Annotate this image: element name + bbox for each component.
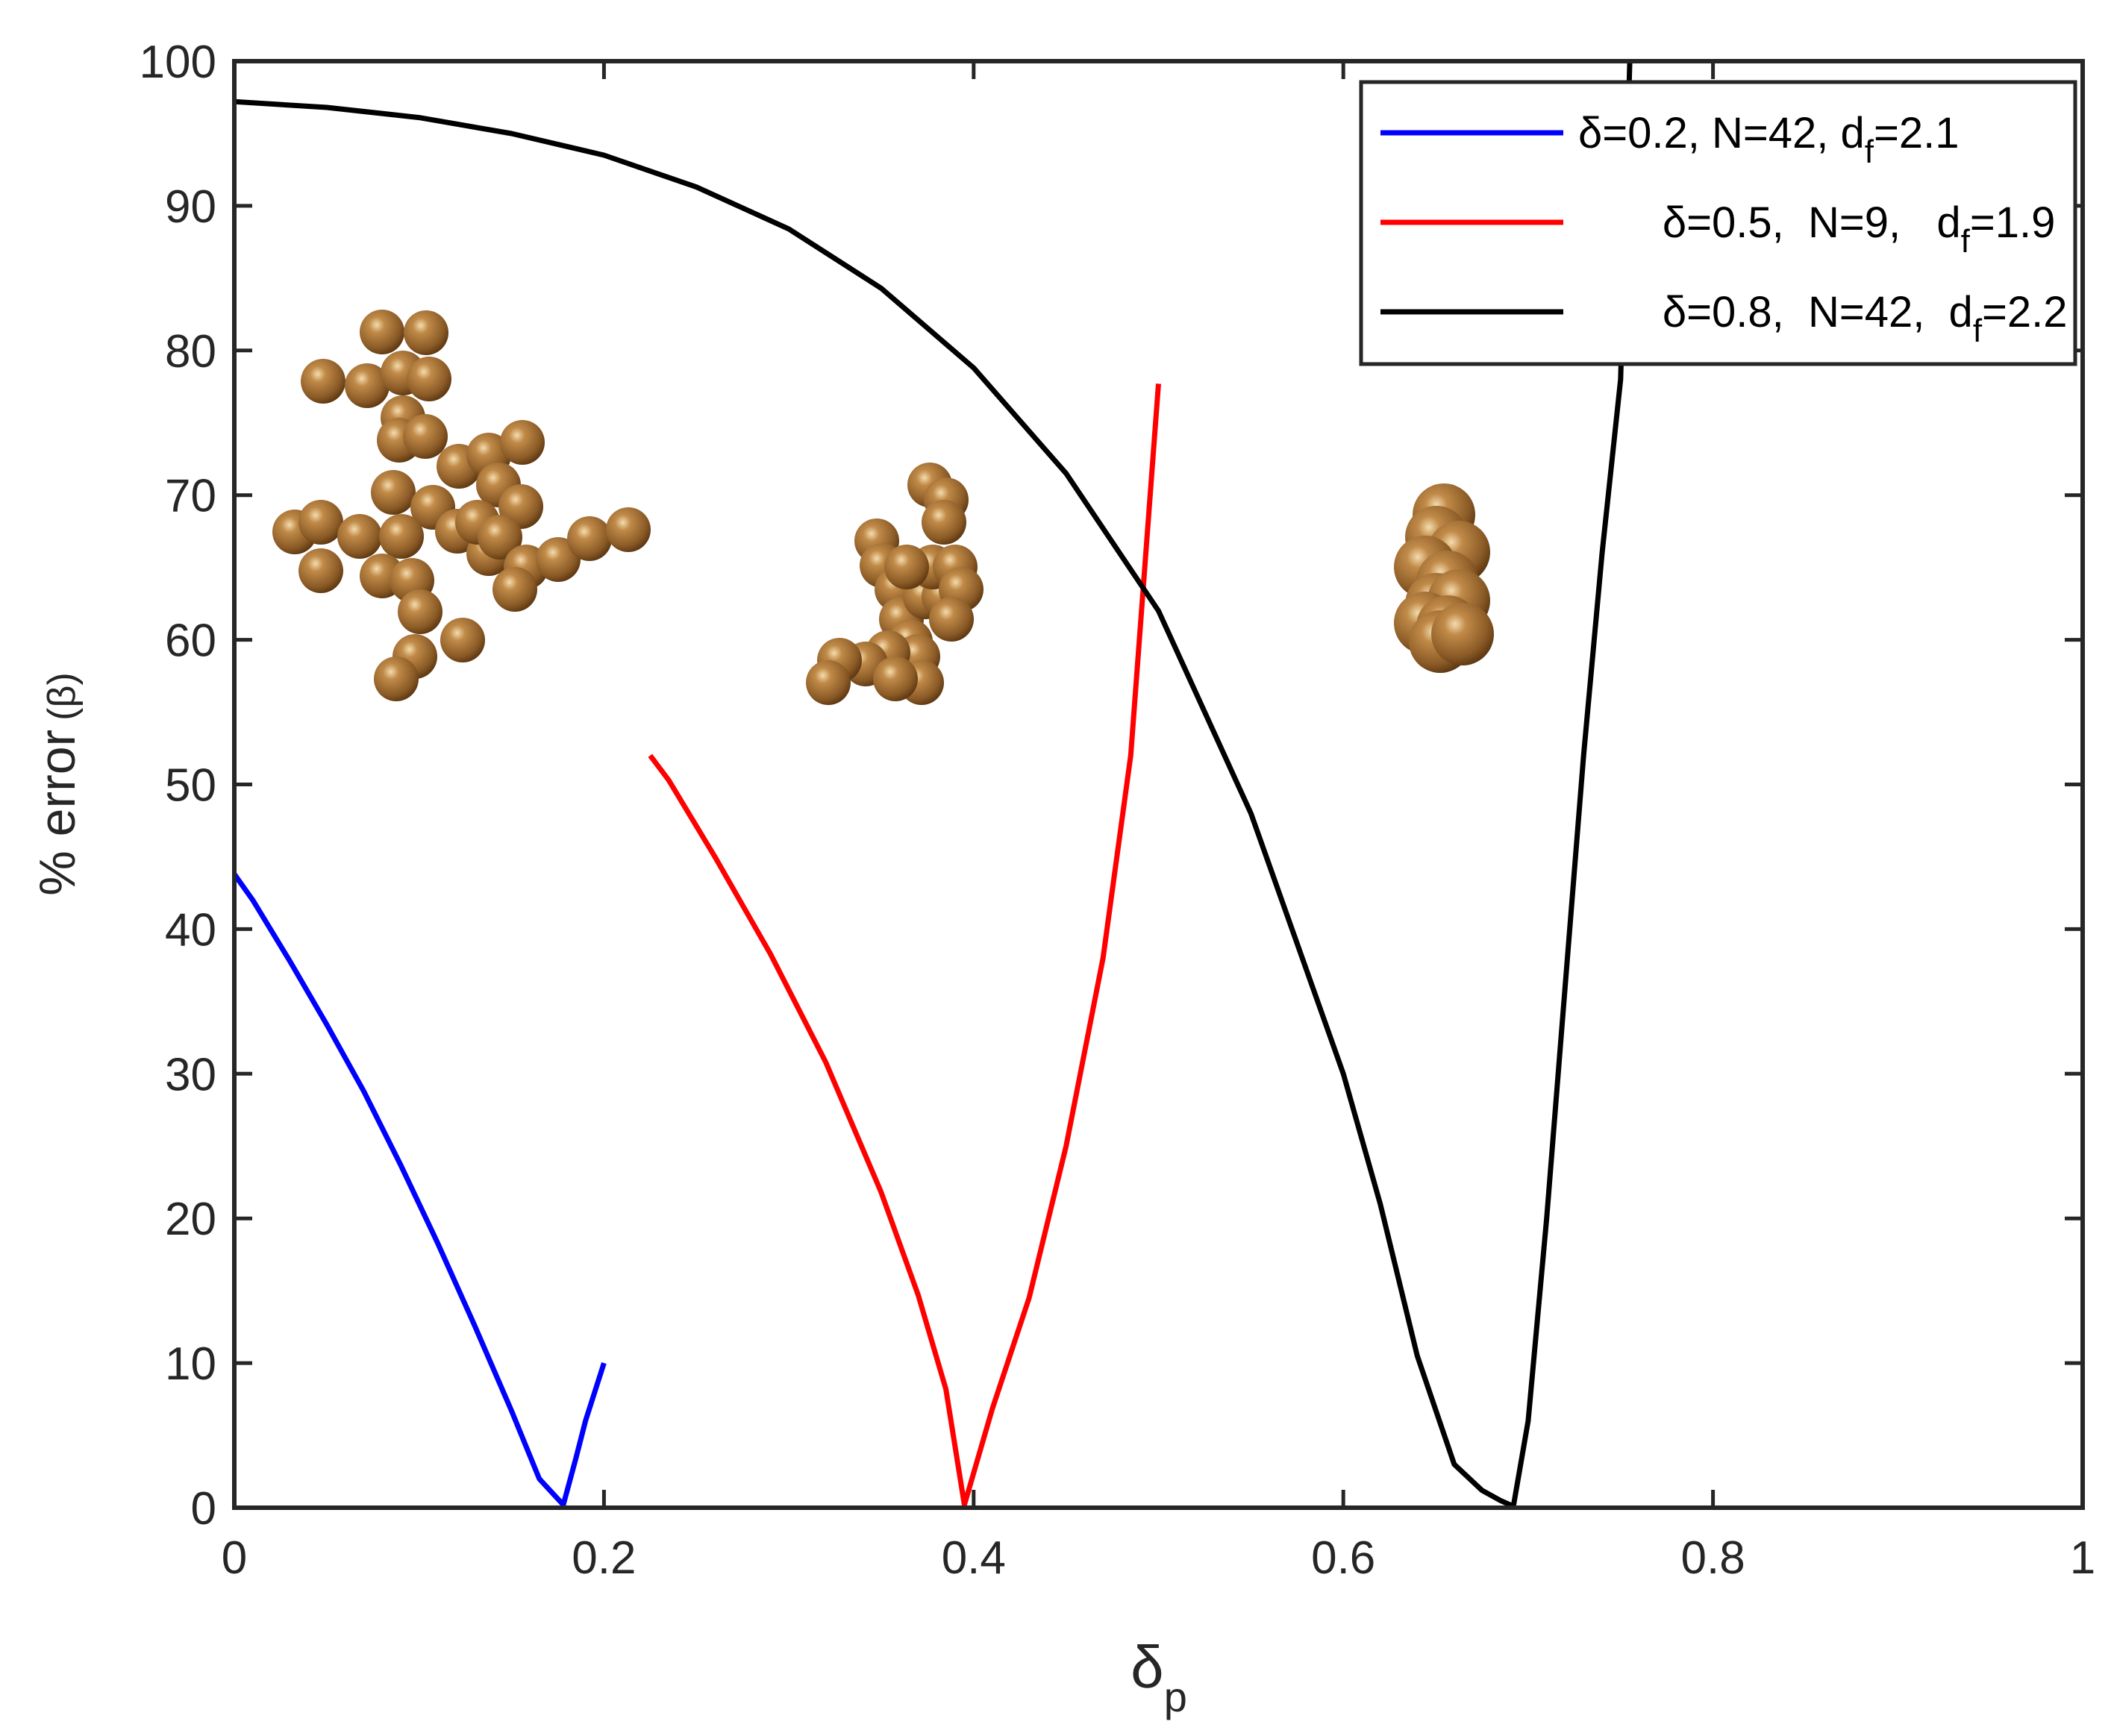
y-axis-title: % error (β) xyxy=(29,672,86,895)
aggregate-open-particle-1 xyxy=(404,310,448,355)
aggregate-dense xyxy=(1394,483,1494,673)
y-tick-label-6: 60 xyxy=(165,615,216,667)
legend-label-0-prefix: δ=0.2, N=42, d xyxy=(1578,109,1865,157)
y-tick-label-8: 80 xyxy=(165,326,216,377)
x-tick-label-3: 0.6 xyxy=(1311,1532,1375,1584)
aggregate-compact-particle-14 xyxy=(929,597,974,642)
legend-label-0-suffix: =2.1 xyxy=(1874,109,1960,157)
aggregate-open-particle-22 xyxy=(298,548,343,593)
legend-label-1: δ=0.5, N=9, df=1.9 xyxy=(1578,198,2114,260)
legend: δ=0.2, N=42, df=2.1 δ=0.5, N=9, df=1.9 δ… xyxy=(1359,80,2114,366)
aggregate-compact-particle-2 xyxy=(922,500,966,545)
aggregate-compact-particle-19 xyxy=(806,660,851,705)
aggregate-open-particle-3 xyxy=(345,363,390,408)
x-tick-label-1: 0.2 xyxy=(572,1532,636,1584)
aggregate-compact xyxy=(806,463,983,705)
aggregate-dense-particle-10 xyxy=(1431,603,1494,665)
aggregate-open-particle-25 xyxy=(398,589,442,634)
aggregate-open-particle-5 xyxy=(407,357,451,401)
legend-label-2: δ=0.8, N=42, df=2.2 xyxy=(1578,288,2114,349)
y-tick-labels: 0 10 20 30 40 50 60 70 80 90 100 xyxy=(140,37,216,1535)
legend-label-0-sub: f xyxy=(1865,134,1874,170)
tick-marks xyxy=(232,59,2085,1510)
series-line-1 xyxy=(648,383,1161,1508)
y-axis-title-main: % error xyxy=(29,730,86,896)
legend-label-2-suffix: =2.2 xyxy=(1982,288,2068,336)
y-tick-label-3: 30 xyxy=(165,1049,216,1100)
y-axis-title-paren: (β) xyxy=(40,672,84,721)
aggregate-open-particle-13 xyxy=(500,420,545,465)
aggregate-open-particle-8 xyxy=(403,414,448,459)
legend-label-1-suffix: =1.9 xyxy=(1970,198,2056,247)
legend-label-1-prefix: δ=0.5, N=9, d xyxy=(1663,198,1961,247)
aggregate-images xyxy=(272,310,1494,705)
x-tick-label-2: 0.4 xyxy=(942,1532,1006,1584)
aggregate-open-particle-20 xyxy=(337,514,382,559)
aggregate-open-particle-0 xyxy=(360,310,404,354)
legend-label-2-sub: f xyxy=(1973,313,1983,349)
x-axis-title: δp xyxy=(1131,1634,1187,1720)
aggregate-open-particle-27 xyxy=(478,515,522,560)
y-tick-label-0: 0 xyxy=(191,1483,216,1535)
x-axis-title-main: δ xyxy=(1131,1634,1164,1700)
aggregate-open-particle-35 xyxy=(374,657,419,701)
aggregate-open-particle-21 xyxy=(379,514,424,559)
legend-label-2-prefix: δ=0.8, N=42, d xyxy=(1663,288,1973,336)
x-tick-labels: 0 0.2 0.4 0.6 0.8 1 xyxy=(222,1532,2095,1584)
aggregate-compact-particle-21 xyxy=(873,657,918,701)
y-tick-label-7: 70 xyxy=(165,471,216,522)
aggregate-open-particle-29 xyxy=(492,567,537,612)
aggregate-open-particle-33 xyxy=(440,618,485,662)
series-line-2 xyxy=(234,61,1633,1508)
series-layer xyxy=(234,61,1633,1508)
series-line-0 xyxy=(234,872,607,1508)
legend-label-0: δ=0.2, N=42, df=2.1 xyxy=(1578,109,1960,170)
y-tick-label-9: 90 xyxy=(165,181,216,233)
aggregate-open-particle-19 xyxy=(298,500,343,545)
x-tick-label-0: 0 xyxy=(222,1532,247,1584)
aggregate-open-particle-9 xyxy=(371,470,416,515)
y-tick-label-4: 40 xyxy=(165,904,216,956)
x-tick-label-5: 1 xyxy=(2070,1532,2095,1584)
aggregate-open-particle-31 xyxy=(567,516,612,561)
x-axis-title-sub: p xyxy=(1164,1673,1187,1720)
x-tick-label-4: 0.8 xyxy=(1680,1532,1745,1584)
aggregate-open-particle-2 xyxy=(301,359,345,404)
legend-label-1-sub: f xyxy=(1961,223,1971,260)
y-tick-label-10: 100 xyxy=(140,37,216,88)
aggregate-open xyxy=(272,310,651,701)
aggregate-compact-particle-11 xyxy=(884,545,929,589)
y-tick-label-1: 10 xyxy=(165,1338,216,1390)
aggregate-open-particle-32 xyxy=(606,507,651,552)
y-tick-label-2: 20 xyxy=(165,1194,216,1245)
y-tick-label-5: 50 xyxy=(165,760,216,812)
